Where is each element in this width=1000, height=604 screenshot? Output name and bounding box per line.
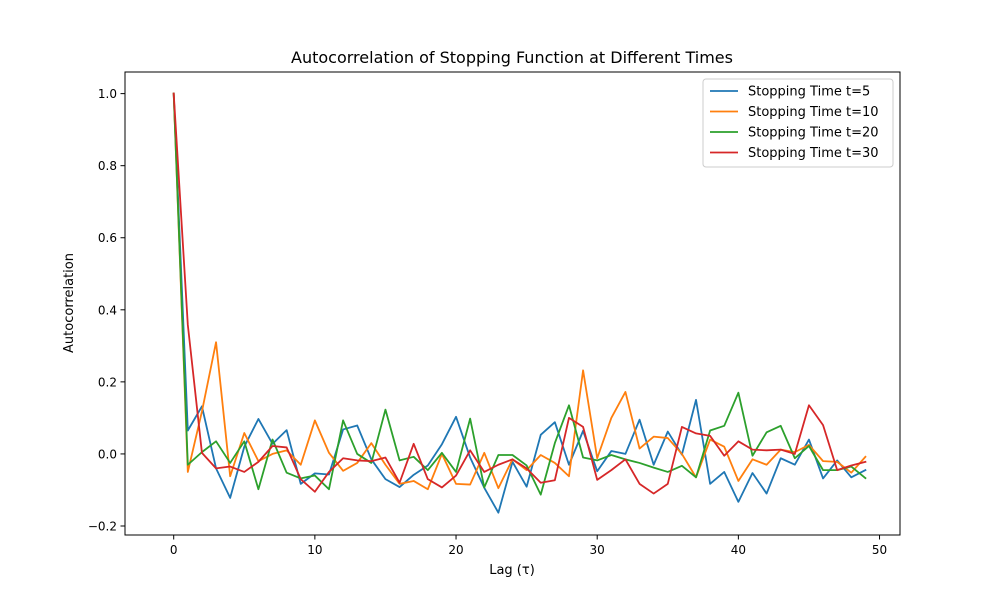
series-line-3 — [172, 92, 867, 496]
axes-layer: 0 10 20 30 40 50 −0.2 0.0 0.2 0.4 0.6 0.8 1.0 — [88, 71, 901, 557]
legend-box — [702, 78, 894, 168]
x-tick-label: 40 — [731, 543, 746, 557]
legend-label-2: Stopping Time t=10 — [748, 105, 879, 120]
series-line-1 — [172, 92, 867, 514]
y-tick-label: 0.2 — [98, 375, 117, 389]
legend-label-3: Stopping Time t=20 — [748, 126, 879, 141]
y-axis-label: Autocorrelation — [62, 253, 77, 353]
legend-label-1: Stopping Time t=5 — [748, 85, 870, 100]
chart-title: Autocorrelation of Stopping Function at … — [291, 48, 733, 67]
series-line-4 — [172, 92, 867, 495]
legend: Stopping Time t=5 Stopping Time t=10 Stopp… — [702, 78, 894, 168]
x-tick-label: 20 — [448, 543, 463, 557]
x-tick-label: 30 — [590, 543, 605, 557]
axes-frame — [124, 71, 901, 536]
y-tick-label: 1.0 — [98, 87, 117, 101]
y-tick-label: 0.8 — [98, 159, 117, 173]
x-axis-label: Lag (τ) — [489, 563, 535, 578]
legend-label-4: Stopping Time t=30 — [748, 146, 879, 161]
y-tick-label: −0.2 — [88, 519, 117, 533]
x-tick-label: 0 — [170, 543, 178, 557]
x-tick-label: 50 — [872, 543, 887, 557]
y-tick-label: 0.0 — [98, 447, 117, 461]
y-tick-label: 0.4 — [98, 303, 117, 317]
series-layer — [172, 92, 867, 514]
x-tick-label: 10 — [307, 543, 322, 557]
y-tick-label: 0.6 — [98, 231, 117, 245]
